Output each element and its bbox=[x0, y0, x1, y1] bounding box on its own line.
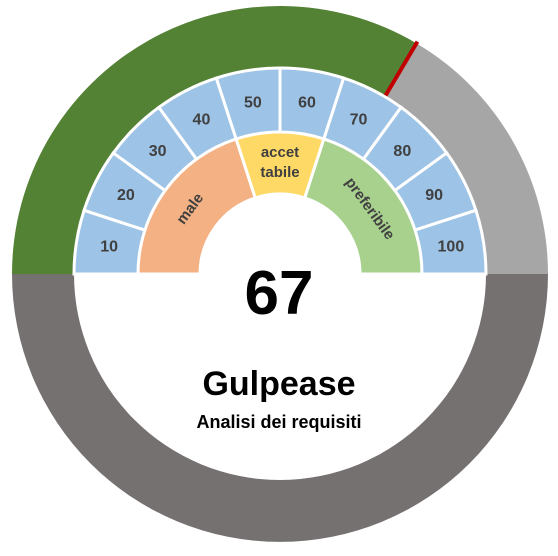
gauge-title: Gulpease bbox=[202, 365, 356, 403]
gauge-bottom-ring bbox=[12, 274, 548, 542]
tick-label: 20 bbox=[117, 187, 135, 204]
tick-label: 80 bbox=[393, 143, 411, 160]
gauge-value: 67 bbox=[244, 259, 314, 328]
tick-label: 40 bbox=[193, 111, 211, 128]
gauge-subtitle: Analisi dei requisiti bbox=[196, 412, 362, 432]
tick-label: 60 bbox=[298, 95, 316, 112]
tick-label: 100 bbox=[438, 238, 465, 255]
tick-label: 50 bbox=[244, 95, 262, 112]
gauge-value-arc bbox=[12, 6, 417, 275]
zone-segment bbox=[302, 137, 424, 276]
zone-label: accet tabile bbox=[260, 144, 299, 181]
tick-label: 70 bbox=[350, 111, 368, 128]
tick-label: 30 bbox=[149, 143, 167, 160]
gauge-needle-marker bbox=[382, 40, 420, 100]
tick-label: 90 bbox=[425, 187, 443, 204]
tick-band: 10 20 30 40 50 60 70 80 90 100 bbox=[72, 66, 488, 276]
gauge-remaining-arc bbox=[384, 43, 548, 274]
tick-label: 10 bbox=[100, 238, 118, 255]
